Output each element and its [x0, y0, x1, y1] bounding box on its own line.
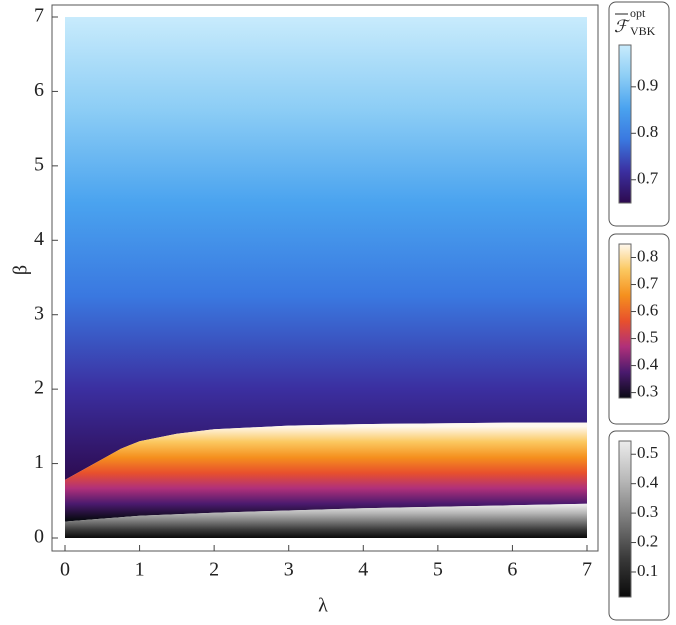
x-tick-label: 6: [507, 559, 517, 581]
colorbar-tick-label: 0.6: [637, 300, 658, 319]
region-middle: [65, 422, 587, 522]
colorbar: [618, 440, 632, 598]
y-tick-label: 4: [34, 228, 44, 250]
plot-frame: [51, 4, 599, 552]
colorbar: [618, 44, 632, 204]
colorbar-tick-label: 0.1: [637, 561, 658, 580]
y-tick-label: 2: [34, 377, 44, 399]
y-tick-label: 1: [34, 451, 44, 473]
x-tick-label: 7: [582, 559, 592, 581]
colorbar-tick-label: 0.2: [637, 531, 658, 550]
x-tick-label: 4: [358, 559, 368, 581]
x-axis-label: λ: [318, 595, 328, 617]
legend-title-symbol: ℱ: [614, 17, 631, 36]
region-top: [65, 17, 587, 480]
colorbar-tick-label: 0.8: [637, 122, 658, 141]
colorbar-tick-label: 0.3: [637, 502, 658, 521]
colorbar-tick-label: 0.4: [637, 473, 659, 492]
colorbar-tick-label: 0.3: [637, 382, 658, 401]
x-tick-label: 1: [135, 559, 145, 581]
legend-box: [608, 1, 670, 227]
colorbar: [618, 243, 632, 399]
colorbar-tick-label: 0.7: [637, 273, 659, 292]
y-tick-label: 7: [34, 5, 44, 27]
colorbar-tick-label: 0.4: [637, 354, 659, 373]
legend-box: [608, 233, 670, 425]
colorbar-tick-label: 0.9: [637, 76, 658, 95]
y-tick-label: 5: [34, 153, 44, 175]
y-axis-label: β: [10, 265, 32, 275]
y-tick-label: 3: [34, 302, 44, 324]
legend-title-subscript: VBK: [630, 24, 656, 38]
x-tick-label: 5: [433, 559, 443, 581]
colorbar-tick-label: 0.8: [637, 246, 658, 265]
colorbar-tick-label: 0.5: [637, 443, 658, 462]
y-tick-label: 6: [34, 79, 44, 101]
region-bottom: [65, 503, 587, 538]
colorbar-tick-label: 0.5: [637, 327, 658, 346]
x-tick-label: 2: [209, 559, 219, 581]
colorbar-tick-label: 0.7: [637, 169, 659, 188]
y-tick-label: 0: [34, 526, 44, 548]
legend-box: [608, 430, 670, 621]
legend-title-superscript: opt: [630, 6, 646, 20]
x-tick-label: 3: [284, 559, 294, 581]
x-tick-label: 0: [60, 559, 70, 581]
